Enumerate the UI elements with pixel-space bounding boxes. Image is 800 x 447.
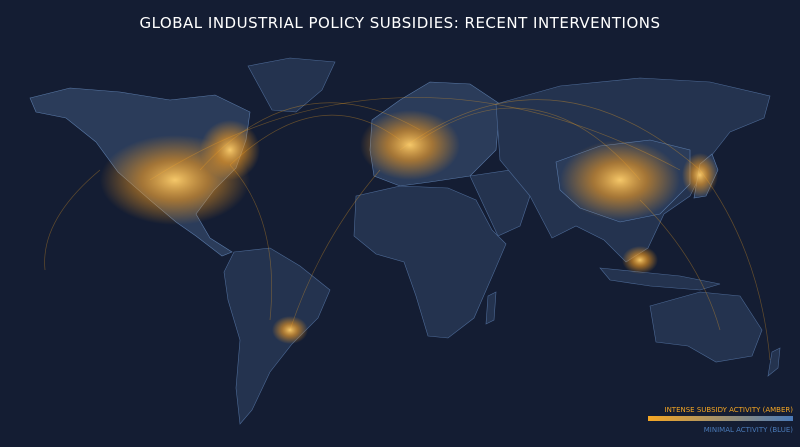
glow-southeast-asia	[622, 246, 658, 274]
glow-china	[560, 140, 680, 220]
madagascar	[485, 291, 497, 325]
glow-japan	[682, 153, 718, 197]
map-title: GLOBAL INDUSTRIAL POLICY SUBSIDIES: RECE…	[139, 14, 660, 32]
australia	[649, 291, 763, 363]
greenland	[247, 57, 336, 113]
legend-label: MINIMAL ACTIVITY (BLUE)	[704, 426, 794, 434]
new-zealand	[767, 347, 781, 377]
legend-label: INTENSE SUBSIDY ACTIVITY (AMBER)	[665, 406, 794, 414]
activity-glows	[100, 110, 718, 344]
legend: INTENSE SUBSIDY ACTIVITY (AMBER) MINIMAL…	[648, 406, 793, 434]
glow-us-east	[200, 120, 260, 180]
glow-brazil	[272, 316, 308, 344]
arc	[699, 169, 771, 361]
legend-bar	[648, 416, 793, 421]
arc	[639, 199, 721, 331]
glow-europe	[360, 110, 460, 180]
arc	[44, 169, 101, 271]
arc	[289, 169, 381, 331]
africa	[353, 185, 507, 339]
